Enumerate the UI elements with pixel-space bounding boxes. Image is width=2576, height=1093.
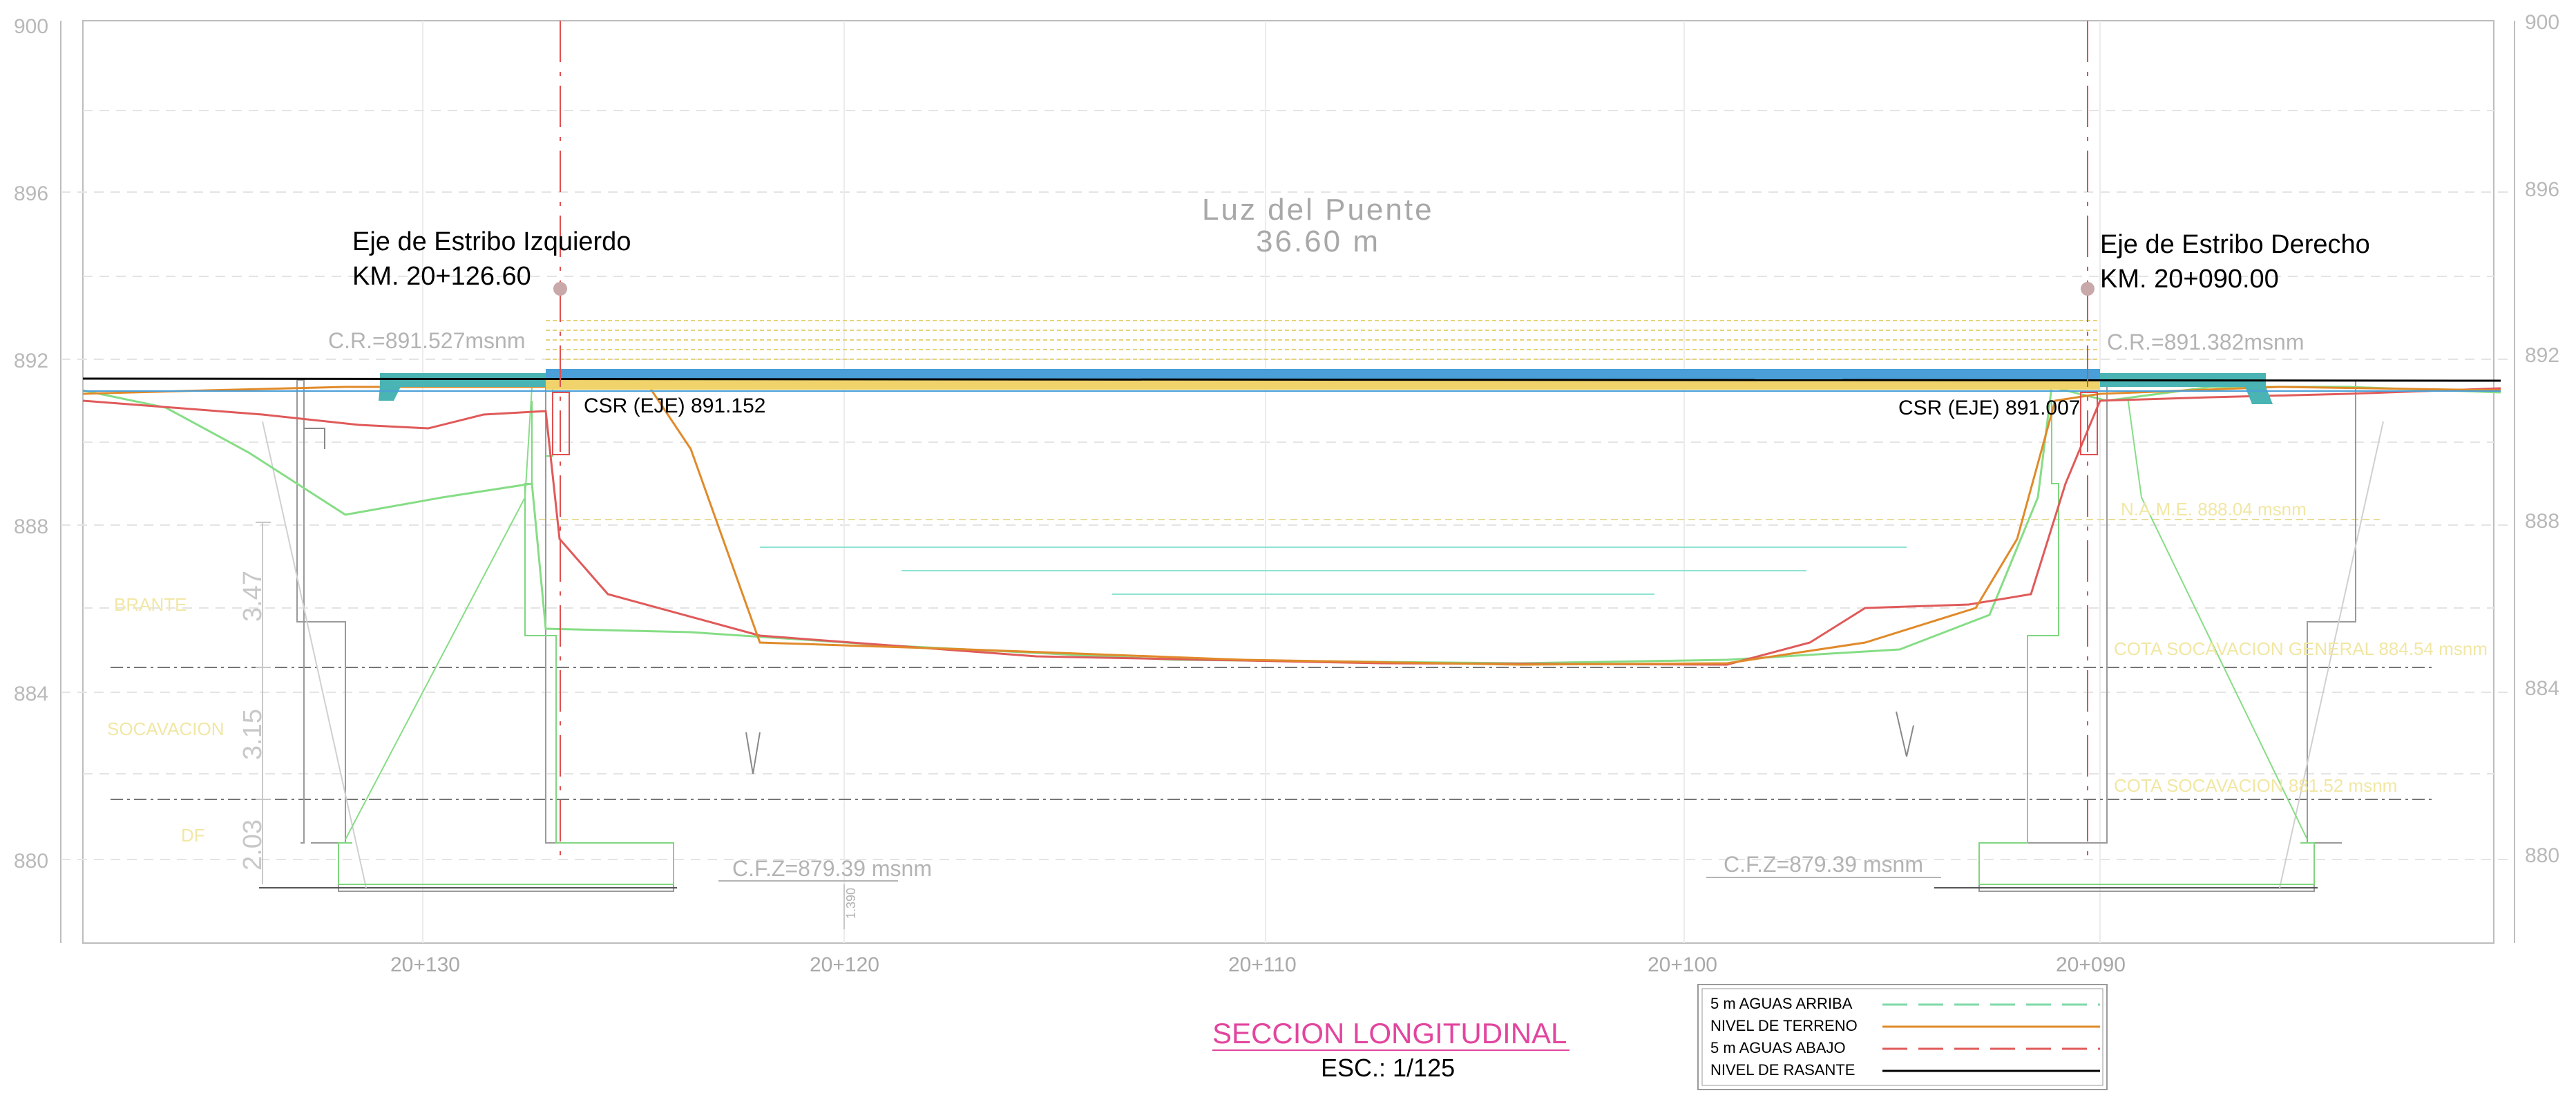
station-grid <box>422 21 2101 943</box>
scale-label: ESC.: 1/125 <box>1321 1054 1455 1082</box>
right-csr-label: CSR (EJE) 891.007 <box>1898 397 2080 419</box>
legend-item-upstream: 5 m AGUAS ARRIBA <box>1710 995 2100 1012</box>
legend-label-rasante: NIVEL DE RASANTE <box>1710 1061 1855 1078</box>
vertical-dimensions: 3.47 3.15 2.03 1.390 <box>238 522 858 929</box>
faint-right-3: COTA SOCAVACION 881.52 msnm <box>2114 775 2397 796</box>
right-abutment-labels: Eje de Estribo Derecho KM. 20+090.00 C.R… <box>1706 230 2370 878</box>
left-axis-marker-icon <box>553 282 567 296</box>
y-axis-left: 900 896 892 888 884 880 <box>14 15 48 873</box>
bridge-deck <box>379 369 2273 404</box>
left-abutment-title: Eje de Estribo Izquierdo <box>352 227 631 256</box>
legend-item-downstream: 5 m AGUAS ABAJO <box>1710 1039 2100 1056</box>
section-title: SECCION LONGITUDINAL <box>1212 1017 1567 1049</box>
right-abutment-green <box>1978 401 2315 885</box>
y-label-880-left: 880 <box>14 850 48 873</box>
left-abutment-green <box>338 387 674 885</box>
faint-left-1: BRANTE <box>114 594 187 615</box>
faint-left-2: SOCAVACION <box>107 719 225 739</box>
y-label-884-right: 884 <box>2525 677 2559 700</box>
faint-right-2: COTA SOCAVACION GENERAL 884.54 msnm <box>2114 638 2488 659</box>
left-abutment-km: KM. 20+126.60 <box>352 262 531 291</box>
x-label-20-130: 20+130 <box>390 953 460 976</box>
elevation-grid <box>61 110 2515 860</box>
y-label-884-left: 884 <box>14 683 48 705</box>
left-cfz-label: C.F.Z=879.39 msnm <box>732 856 932 881</box>
x-label-20-090: 20+090 <box>2056 953 2126 976</box>
faint-left-3: DF <box>181 825 205 846</box>
y-label-900-left: 900 <box>14 15 48 38</box>
dimension-3-15: 3.15 <box>238 709 267 760</box>
legend: 5 m AGUAS ARRIBA NIVEL DE TERRENO 5 m AG… <box>1697 984 2108 1090</box>
y-label-880-right: 880 <box>2525 844 2559 867</box>
right-bearing <box>2080 392 2098 455</box>
y-label-892-right: 892 <box>2525 344 2559 367</box>
railing-lines <box>546 320 2100 360</box>
faint-labels: BRANTE SOCAVACION DF N.A.M.E. 888.04 msn… <box>107 499 2488 846</box>
left-abutment-labels: Eje de Estribo Izquierdo KM. 20+126.60 C… <box>328 227 932 882</box>
faint-right-1: N.A.M.E. 888.04 msnm <box>2121 499 2307 520</box>
left-abutment <box>259 379 677 892</box>
span-label: Luz del Puente 36.60 m <box>1202 193 1434 258</box>
upstream-slope-left <box>345 386 533 840</box>
rasante-line <box>82 377 2501 382</box>
left-bearing <box>552 392 570 455</box>
right-abutment-km: KM. 20+090.00 <box>2100 265 2279 294</box>
y-label-892-left: 892 <box>14 350 48 372</box>
drawing-title: SECCION LONGITUDINAL ESC.: 1/125 <box>1212 1017 1570 1082</box>
x-label-20-120: 20+120 <box>810 953 879 976</box>
legend-label-downstream: 5 m AGUAS ABAJO <box>1710 1039 1846 1056</box>
legend-label-upstream: 5 m AGUAS ARRIBA <box>1710 995 1853 1012</box>
abutment-axes <box>560 21 2088 860</box>
legend-item-rasante: NIVEL DE RASANTE <box>1710 1061 2100 1078</box>
x-label-20-110: 20+110 <box>1228 953 1297 976</box>
y-axis-right: 900 896 892 888 884 880 <box>2525 11 2559 867</box>
dimension-small: 1.390 <box>844 888 858 919</box>
dimension-2-03: 2.03 <box>238 819 267 871</box>
downstream-terrain-line <box>82 387 2501 666</box>
legend-item-terrain: NIVEL DE TERRENO <box>1710 1017 2100 1034</box>
water-levels <box>111 519 2432 800</box>
left-csr-label: CSR (EJE) 891.152 <box>584 395 765 417</box>
y-label-896-right: 896 <box>2525 178 2559 201</box>
drawing-frame <box>60 20 2515 944</box>
right-axis-marker-icon <box>2081 282 2095 296</box>
right-abutment <box>1934 380 2384 892</box>
legend-label-terrain: NIVEL DE TERRENO <box>1710 1017 1858 1034</box>
span-length: 36.60 m <box>1256 225 1380 258</box>
left-cr-label: C.R.=891.527msnm <box>328 328 525 353</box>
y-label-900-right: 900 <box>2525 11 2559 34</box>
upstream-slope-right <box>2127 397 2308 840</box>
y-label-888-left: 888 <box>14 515 48 538</box>
y-label-888-right: 888 <box>2525 510 2559 533</box>
dimension-3-47: 3.47 <box>238 571 267 622</box>
span-title: Luz del Puente <box>1202 193 1434 227</box>
right-abutment-title: Eje de Estribo Derecho <box>2100 230 2370 259</box>
x-axis: 20+130 20+120 20+110 20+100 20+090 <box>390 953 2126 976</box>
y-label-896-left: 896 <box>14 182 48 205</box>
x-label-20-100: 20+100 <box>1648 953 1717 976</box>
slope-markers <box>304 428 1914 774</box>
right-cr-label: C.R.=891.382msnm <box>2107 330 2304 354</box>
right-cfz-label: C.F.Z=879.39 msnm <box>1724 852 1923 877</box>
